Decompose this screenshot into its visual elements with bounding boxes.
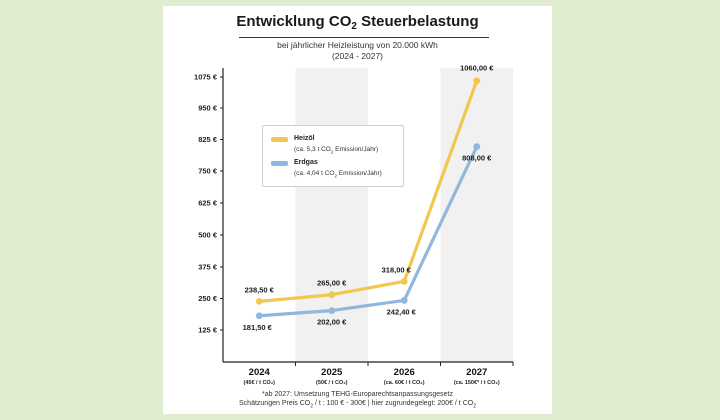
data-label: 808,00 € — [462, 154, 492, 163]
x-category-note: (ca. 150€* / t CO₂) — [454, 380, 500, 386]
data-label: 265,00 € — [317, 279, 347, 288]
infographic-card: Entwicklung CO2 Steuerbelastung bei jähr… — [163, 6, 552, 414]
y-tick-label: 125 € — [198, 326, 218, 335]
y-tick-label: 625 € — [198, 199, 218, 208]
y-tick-label: 250 € — [198, 294, 218, 303]
data-point — [473, 77, 481, 85]
data-point — [473, 143, 481, 151]
legend-note-heizoel: (ca. 5,3 t CO2 Emission/Jahr) — [294, 146, 379, 155]
data-point — [400, 297, 408, 304]
legend-swatch-erdgas — [271, 161, 288, 166]
y-tick-label: 750 € — [198, 167, 218, 176]
data-label: 242,40 € — [387, 307, 417, 316]
footnote-line-1: *ab 2027: Umsetzung TEHG-Europarechtsanp… — [262, 391, 453, 398]
x-category-label: 2027 — [466, 367, 487, 378]
series-line-heizoel — [259, 80, 479, 303]
subtitle-line-2: (2024 - 2027) — [331, 51, 384, 61]
data-label: 1060,00 € — [460, 64, 494, 73]
data-point — [255, 297, 263, 305]
y-tick-label: 825 € — [198, 135, 218, 144]
footnote-line-2: Schätzungen Preis CO2 / t : 100 € - 300€… — [239, 400, 476, 410]
legend-name-erdgas: Erdgas — [294, 159, 318, 166]
y-tick-label: 375 € — [198, 263, 218, 272]
x-category-label: 2026 — [394, 367, 415, 378]
legend-name-heizoel: Heizöl — [294, 135, 315, 142]
data-point — [328, 307, 336, 314]
y-tick-label: 950 € — [198, 104, 218, 113]
line-chart: 125 € 250 € 375 € 500 € 625 € 750 € 825 € 950 €… — [194, 64, 514, 386]
chart-legend: Heizöl (ca. 5,3 t CO2 Emission/Jahr) Erd… — [262, 125, 404, 187]
data-label: 202,00 € — [317, 318, 347, 327]
x-category-note: (45€ / t CO₂) — [244, 380, 276, 386]
subtitle-line-1: bei jährlicher Heizleistung von 20.000 k… — [277, 40, 438, 50]
x-category-note: (ca. 60€ / t CO₂) — [384, 380, 425, 386]
data-label: 181,50 € — [243, 323, 273, 332]
series-line-erdgas — [259, 145, 479, 318]
x-category-label: 2024 — [249, 367, 271, 378]
legend-note-erdgas: (ca. 4,04 t CO2 Emission/Jahr) — [294, 170, 382, 179]
x-category-label: 2025 — [321, 367, 343, 378]
x-category-note: (50€ / t CO₂) — [316, 380, 348, 386]
title-underline — [239, 37, 489, 38]
data-label: 238,50 € — [245, 285, 275, 294]
legend-swatch-heizoel — [271, 137, 288, 142]
chart-title: Entwicklung CO2 Steuerbelastung — [236, 13, 479, 32]
column-band-2027 — [440, 68, 513, 362]
data-point — [328, 291, 336, 299]
data-point — [255, 312, 263, 320]
data-label: 318,00 € — [382, 265, 412, 274]
data-point — [400, 277, 408, 285]
y-tick-label: 1075 € — [194, 73, 218, 82]
y-tick-label: 500 € — [198, 231, 218, 240]
